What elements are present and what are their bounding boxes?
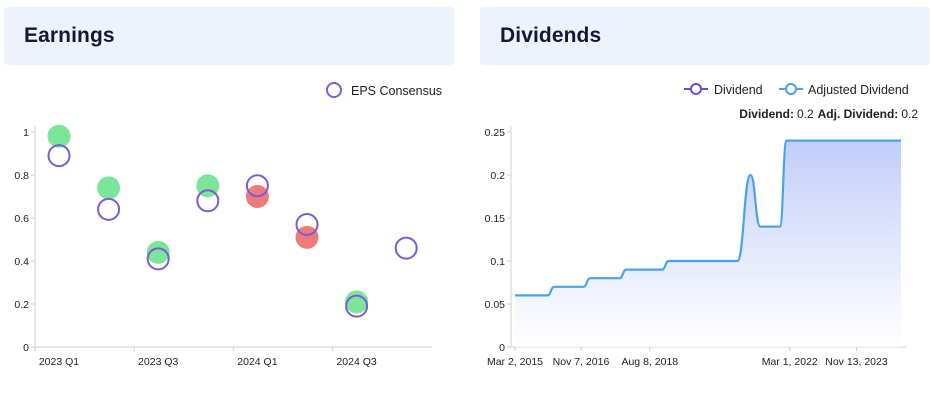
eps-actual-point [295,225,319,249]
dividends-title: Dividends [500,24,602,47]
dividends-y-tick-label: 0.1 [490,256,505,268]
earnings-y-tick-label: 1 [23,127,29,139]
adjusted-summary-label: Adj. Dividend: [818,107,899,121]
dividend-summary-label: Dividend: [739,107,794,121]
eps-consensus-point [345,294,369,318]
earnings-y-tick-label: 0.6 [14,213,29,225]
dividends-y-tick-label: 0.05 [485,299,506,311]
adjusted-dividend-legend-label: Adjusted Dividend [808,83,909,97]
dividends-chart: Dividend Adjusted Dividend Dividend: 0.2 A… [485,83,918,368]
dividends-x-tick-label: Nov 13, 2023 [825,356,888,368]
eps-consensus-point [196,189,220,213]
dividends-x-tick-label: Nov 7, 2016 [553,356,610,368]
adjusted-dividend-legend-marker [785,83,797,95]
earnings-y-tick-label: 0 [23,342,29,354]
eps-consensus-legend-marker [326,82,342,98]
earnings-chart: EPS Consensus 0 0.2 0.4 0.6 0.8 1 2023 Q1 2023 … [14,82,442,368]
dividend-legend-marker [690,83,702,95]
earnings-title: Earnings [24,24,115,47]
dividends-x-tick-label: Aug 8, 2018 [621,356,678,368]
earnings-x-tick-label: 2023 Q3 [138,356,178,368]
earnings-axes: 0 0.2 0.4 0.6 0.8 1 2023 Q1 2023 Q3 2024 Q1 2024 … [14,126,432,368]
earnings-legend[interactable]: EPS Consensus [326,82,442,98]
earnings-panel: Earnings EPS Consensus 0 0.2 0.4 0.6 0.8 1 202… [0,0,458,415]
earnings-y-tick-label: 0.4 [14,256,29,268]
eps-consensus-point [97,197,121,221]
earnings-x-tick-label: 2024 Q1 [237,356,277,368]
eps-actual-point [47,124,71,148]
dividends-y-tick-label: 0.15 [485,213,506,225]
eps-consensus-point [295,212,319,236]
dividends-y-tick-label: 0.25 [485,127,506,139]
earnings-y-tick-label: 0.2 [14,299,29,311]
earnings-x-tick-label: 2023 Q1 [39,356,79,368]
adjusted-summary-value: 0.2 [901,107,918,121]
dividend-summary: Dividend: 0.2 Adj. Dividend: 0.2 [739,107,918,121]
eps-consensus-point [394,236,418,260]
dividends-y-tick-label: 0.2 [490,170,505,182]
eps-consensus-legend-label: EPS Consensus [351,84,442,98]
adjusted-dividend-line [515,139,901,297]
earnings-x-tick-label: 2024 Q3 [336,356,376,368]
dividend-legend-label: Dividend [714,83,763,97]
eps-actual-point [146,240,170,264]
dividends-y-tick-label: 0 [499,342,505,354]
eps-actual-point [345,290,369,314]
dividend-legend-item[interactable]: Dividend [684,83,763,97]
adjusted-dividend-area [515,140,901,347]
earnings-header: Earnings [4,7,454,65]
dividends-x-tick-label: Mar 1, 2022 [762,356,818,368]
earnings-points [47,124,418,318]
dividends-x-tick-label: Mar 2, 2015 [487,356,543,368]
dividends-panel: Dividends Dividend Adjusted Dividend Div… [476,0,933,415]
dividends-header: Dividends [480,7,930,65]
earnings-y-tick-label: 0.8 [14,170,29,182]
adjusted-dividend-legend-item[interactable]: Adjusted Dividend [779,83,909,97]
eps-consensus-point [47,144,71,168]
eps-actual-point [97,176,121,200]
dividend-summary-value: 0.2 [797,107,814,121]
dividends-series [515,139,901,347]
eps-consensus-point [146,247,170,271]
eps-consensus-point [245,174,269,198]
